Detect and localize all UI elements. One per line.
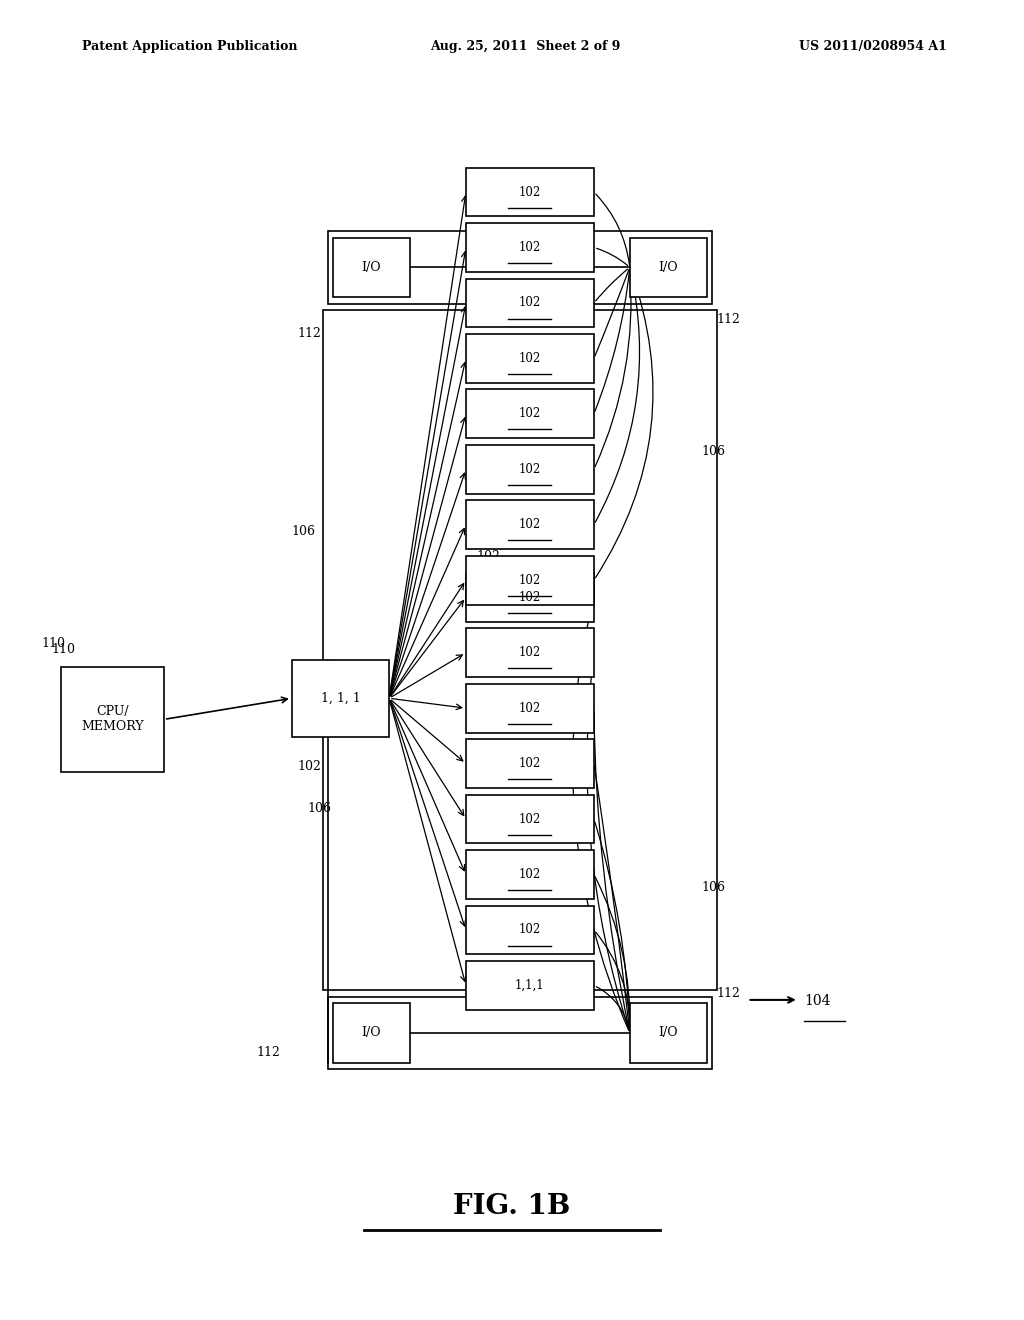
Text: Aug. 25, 2011  Sheet 2 of 9: Aug. 25, 2011 Sheet 2 of 9 [430,40,621,53]
Bar [466,795,594,843]
Text: 102: 102 [519,924,541,936]
Text: 110: 110 [51,643,75,656]
Bar [466,739,594,788]
Text: 106: 106 [701,445,725,458]
Text: 102: 102 [519,647,541,659]
Bar [466,850,594,899]
Text: 110: 110 [41,636,65,649]
Bar [630,238,707,297]
Text: 102: 102 [519,702,541,714]
Text: 112: 112 [256,1045,280,1059]
Bar [333,1003,410,1063]
Bar [323,310,717,990]
Text: 102: 102 [519,869,541,880]
Text: 102: 102 [519,297,541,309]
Bar [466,334,594,383]
Text: 112: 112 [297,326,321,339]
Bar [466,279,594,327]
Text: 102: 102 [519,758,541,770]
Text: 102: 102 [519,352,541,364]
Bar [466,389,594,438]
Bar [61,667,164,772]
Bar [292,660,389,737]
Bar [466,961,594,1010]
Text: I/O: I/O [658,261,678,273]
Text: I/O: I/O [658,1027,678,1039]
Bar [328,997,712,1069]
Text: FIG. 1B: FIG. 1B [454,1193,570,1221]
Bar [630,1003,707,1063]
Text: 102: 102 [519,186,541,198]
Text: 1,1,1: 1,1,1 [515,979,545,991]
Text: US 2011/0208954 A1: US 2011/0208954 A1 [799,40,946,53]
Text: 106: 106 [701,880,725,894]
Text: 112: 112 [717,986,740,999]
Text: 102: 102 [519,519,541,531]
Text: 102: 102 [519,242,541,253]
Text: 102: 102 [476,549,500,562]
Bar [466,556,594,605]
Bar [466,500,594,549]
Bar [466,573,594,622]
Text: 1, 1, 1: 1, 1, 1 [321,692,360,705]
Text: 112: 112 [717,313,740,326]
Text: Patent Application Publication: Patent Application Publication [82,40,297,53]
Text: 102: 102 [519,574,541,586]
Text: 102: 102 [519,813,541,825]
Text: 102: 102 [519,408,541,420]
Bar [333,238,410,297]
Bar [466,445,594,494]
Text: CPU/
MEMORY: CPU/ MEMORY [81,705,144,734]
Text: I/O: I/O [361,261,381,273]
Text: 106: 106 [292,524,315,537]
Text: 102: 102 [519,591,541,603]
Text: 102: 102 [519,463,541,475]
Bar [466,906,594,954]
Bar [466,684,594,733]
Bar [466,628,594,677]
Text: I/O: I/O [361,1027,381,1039]
Text: 102: 102 [297,759,321,772]
Text: 106: 106 [307,801,331,814]
Text: 104: 104 [804,994,830,1008]
Bar [466,223,594,272]
Bar [466,168,594,216]
Bar [328,231,712,304]
